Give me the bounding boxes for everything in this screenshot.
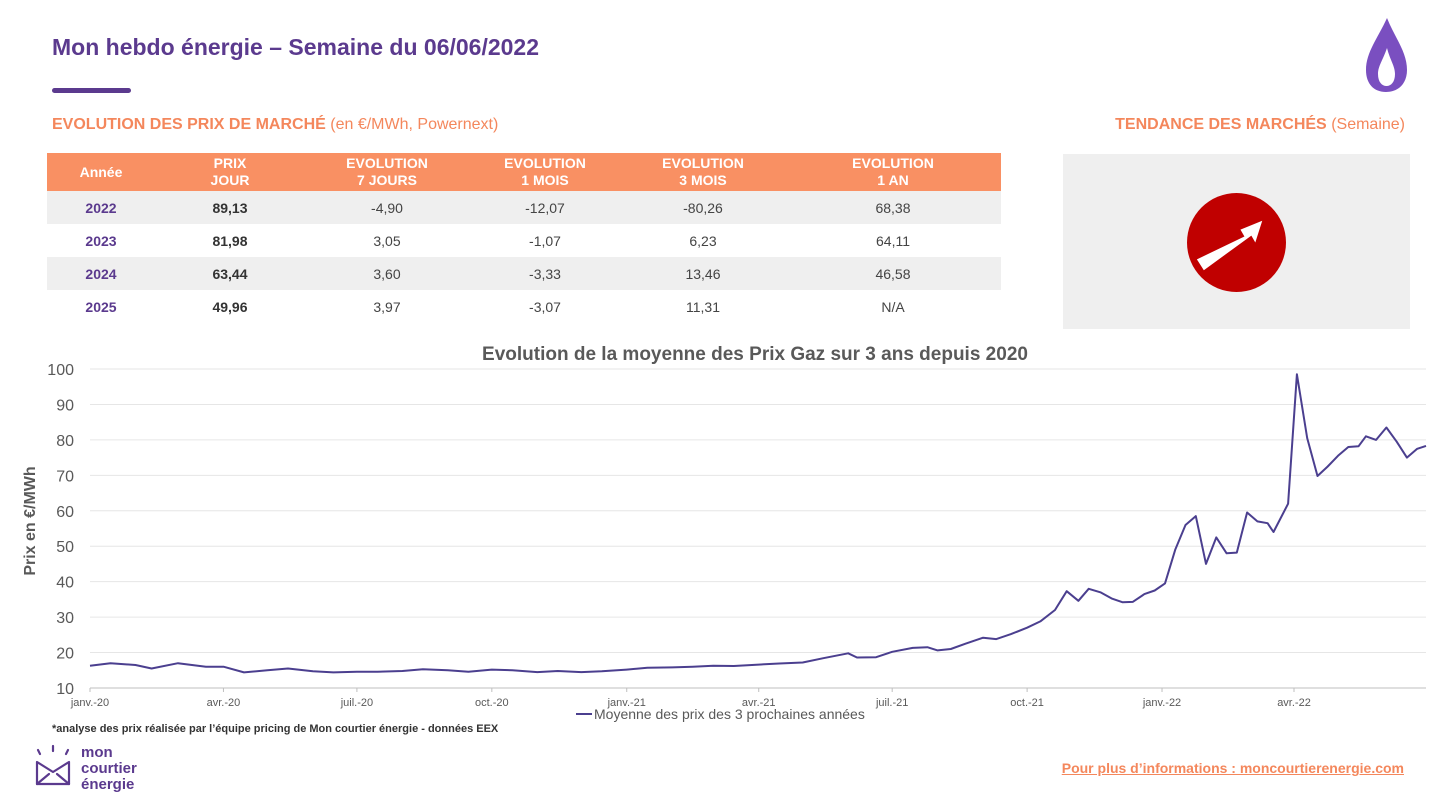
table-row: 2023 81,98 3,05 -1,07 6,23 64,11: [47, 224, 1001, 257]
chart-y-axis-label: Prix en €/MWh: [22, 466, 39, 575]
chart-title: Evolution de la moyenne des Prix Gaz sur…: [482, 344, 1028, 365]
cell-evol-1an: 46,58: [785, 257, 1001, 290]
more-info-link[interactable]: Pour plus d’informations : moncourtieren…: [1061, 760, 1404, 776]
logo-line-energie: énergie: [81, 776, 135, 793]
cell-evol-3m: 11,31: [686, 298, 720, 315]
x-tick-label: janv.-22: [1142, 697, 1181, 709]
x-tick-label: avr.-20: [207, 697, 241, 709]
cell-prix-jour: 81,98: [212, 232, 248, 249]
cell-evol-7j: 3,97: [373, 298, 401, 315]
cell-evol-3m: -80,26: [621, 191, 785, 224]
y-tick-label: 50: [56, 539, 74, 556]
logo-text: mon courtier énergie: [81, 745, 137, 793]
y-tick-label: 70: [56, 468, 74, 485]
legend-label: Moyenne des prix des 3 prochaines années: [594, 706, 865, 722]
logo-line-courtier: courtier: [81, 760, 137, 777]
x-tick-label: janv.-21: [607, 697, 646, 709]
series-line: [89, 373, 1427, 674]
cell-prix-jour: 63,44: [155, 257, 305, 290]
y-tick-label: 80: [56, 433, 74, 450]
arrow-up-right-circle-icon: [1187, 193, 1286, 292]
cell-evol-3m: 6,23: [689, 232, 717, 249]
chart-x-ticks: janv.-20 avr.-20 juil.-20 oct.-20 janv.-21 av…: [70, 688, 1311, 709]
flame-icon: [1366, 18, 1407, 92]
cell-evol-3m: 13,46: [621, 257, 785, 290]
chart-gridlines: [90, 368, 1426, 689]
prices-section-heading: EVOLUTION DES PRIX DE MARCHÉ (en €/MWh, …: [52, 116, 498, 134]
y-tick-label: 60: [56, 504, 74, 521]
col-header-evol-1an: EVOLUTION 1 AN: [785, 153, 1001, 191]
cell-year: 2024: [47, 257, 155, 290]
cell-evol-1m: -12,07: [469, 191, 621, 224]
prices-heading-note: (en €/MWh, Powernext): [330, 116, 499, 133]
prices-heading-bold: EVOLUTION DES PRIX DE MARCHÉ: [52, 116, 326, 133]
cell-evol-1an: 64,11: [876, 232, 910, 249]
cell-evol-1m: -1,07: [529, 232, 561, 249]
x-tick-label: janv.-20: [70, 697, 109, 709]
trend-heading-bold: TENDANCE DES MARCHÉS: [1115, 116, 1327, 133]
table-row: 2025 49,96 3,97 -3,07 11,31 N/A: [47, 290, 1001, 323]
gas-price-chart: Evolution de la moyenne des Prix Gaz sur…: [22, 344, 1427, 722]
x-tick-label: avr.-21: [742, 697, 776, 709]
x-tick-label: avr.-22: [1277, 697, 1311, 709]
cell-prix-jour: 89,13: [155, 191, 305, 224]
y-tick-label: 30: [56, 610, 74, 627]
footnote: *analyse des prix réalisée par l’équipe …: [52, 723, 499, 735]
trend-heading-note: (Semaine): [1331, 116, 1405, 133]
cell-year: 2022: [47, 191, 155, 224]
prices-table: Année PRIX JOUR EVOLUTION 7 JOURS EVOLUTIO…: [47, 153, 1001, 323]
cell-prix-jour: 49,96: [212, 298, 248, 315]
col-header-annee: Année: [47, 153, 155, 191]
x-tick-label: juil.-20: [340, 697, 373, 709]
cell-evol-7j: 3,60: [305, 257, 469, 290]
cell-evol-1an: N/A: [881, 298, 905, 315]
chart-legend: Moyenne des prix des 3 prochaines années: [576, 706, 865, 722]
y-tick-label: 10: [56, 681, 74, 698]
cell-evol-1an: 68,38: [785, 191, 1001, 224]
col-header-evol-3m: EVOLUTION 3 MOIS: [621, 153, 785, 191]
x-tick-label: juil.-21: [875, 697, 908, 709]
col-header-prix-jour: PRIX JOUR: [155, 153, 305, 191]
cell-evol-7j: 3,05: [373, 232, 401, 249]
y-tick-label: 90: [56, 397, 74, 414]
table-row: 2024 63,44 3,60 -3,33 13,46 46,58: [47, 257, 1001, 290]
mon-courtier-energie-logo: [35, 744, 71, 786]
title-underline: [52, 88, 131, 93]
y-tick-label: 20: [56, 646, 74, 663]
cell-evol-1m: -3,07: [529, 298, 561, 315]
cell-evol-1m: -3,33: [469, 257, 621, 290]
logo-line-mon: mon: [81, 744, 113, 761]
x-tick-label: oct.-20: [475, 697, 509, 709]
col-header-evol-7j: EVOLUTION 7 JOURS: [305, 153, 469, 191]
chart-y-ticks: 10 20 30 40 50 60 70 80 90 100: [47, 362, 74, 698]
x-tick-label: oct.-21: [1010, 697, 1044, 709]
cell-year: 2025: [85, 298, 117, 315]
y-tick-label: 100: [47, 362, 74, 379]
y-tick-label: 40: [56, 575, 74, 592]
cell-year: 2023: [85, 232, 117, 249]
cell-evol-7j: -4,90: [305, 191, 469, 224]
table-row: 2022 89,13 -4,90 -12,07 -80,26 68,38: [47, 191, 1001, 224]
prices-header-row: Année PRIX JOUR EVOLUTION 7 JOURS EVOLUTIO…: [47, 153, 1001, 191]
col-header-evol-1m: EVOLUTION 1 MOIS: [469, 153, 621, 191]
page-title: Mon hebdo énergie – Semaine du 06/06/202…: [52, 34, 540, 60]
chart-series: [89, 373, 1427, 674]
trend-section-heading: TENDANCE DES MARCHÉS (Semaine): [1115, 116, 1405, 134]
